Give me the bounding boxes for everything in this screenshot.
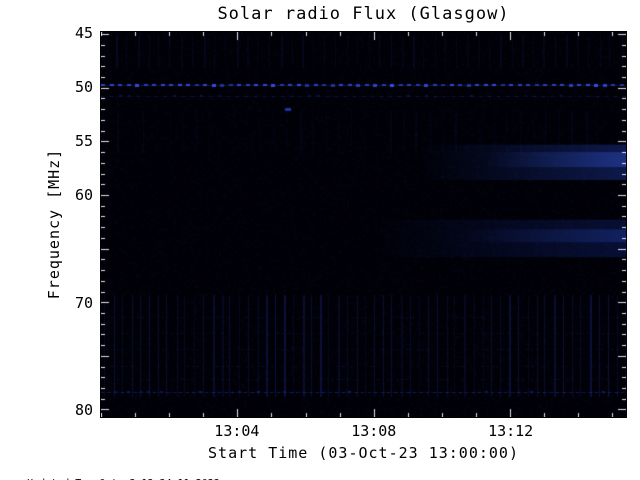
x-tick-label: 13:04: [214, 422, 260, 440]
spectrogram-canvas: [101, 32, 626, 417]
x-tick-label: 13:08: [351, 422, 397, 440]
x-tick-label: 13:12: [488, 422, 534, 440]
updated-timestamp: Updated Tue Oct 3 13:34:11 2023: [27, 478, 220, 480]
y-tick-label: 50: [74, 78, 93, 97]
y-tick-label: 80: [74, 401, 93, 420]
y-tick-label: 45: [74, 24, 93, 43]
y-tick-label: 70: [74, 293, 93, 312]
y-tick-label: 60: [74, 185, 93, 204]
footer-text: Updated Tue Oct 3 13:34:11 2023 BG subtr…: [3, 467, 220, 480]
y-tick-label: 55: [74, 131, 93, 150]
plot-area: [100, 31, 627, 418]
y-axis-label: Frequency [MHz]: [45, 148, 63, 300]
x-axis-label: Start Time (03-Oct-23 13:00:00): [208, 444, 519, 462]
chart-title: Solar radio Flux (Glasgow): [217, 4, 510, 24]
